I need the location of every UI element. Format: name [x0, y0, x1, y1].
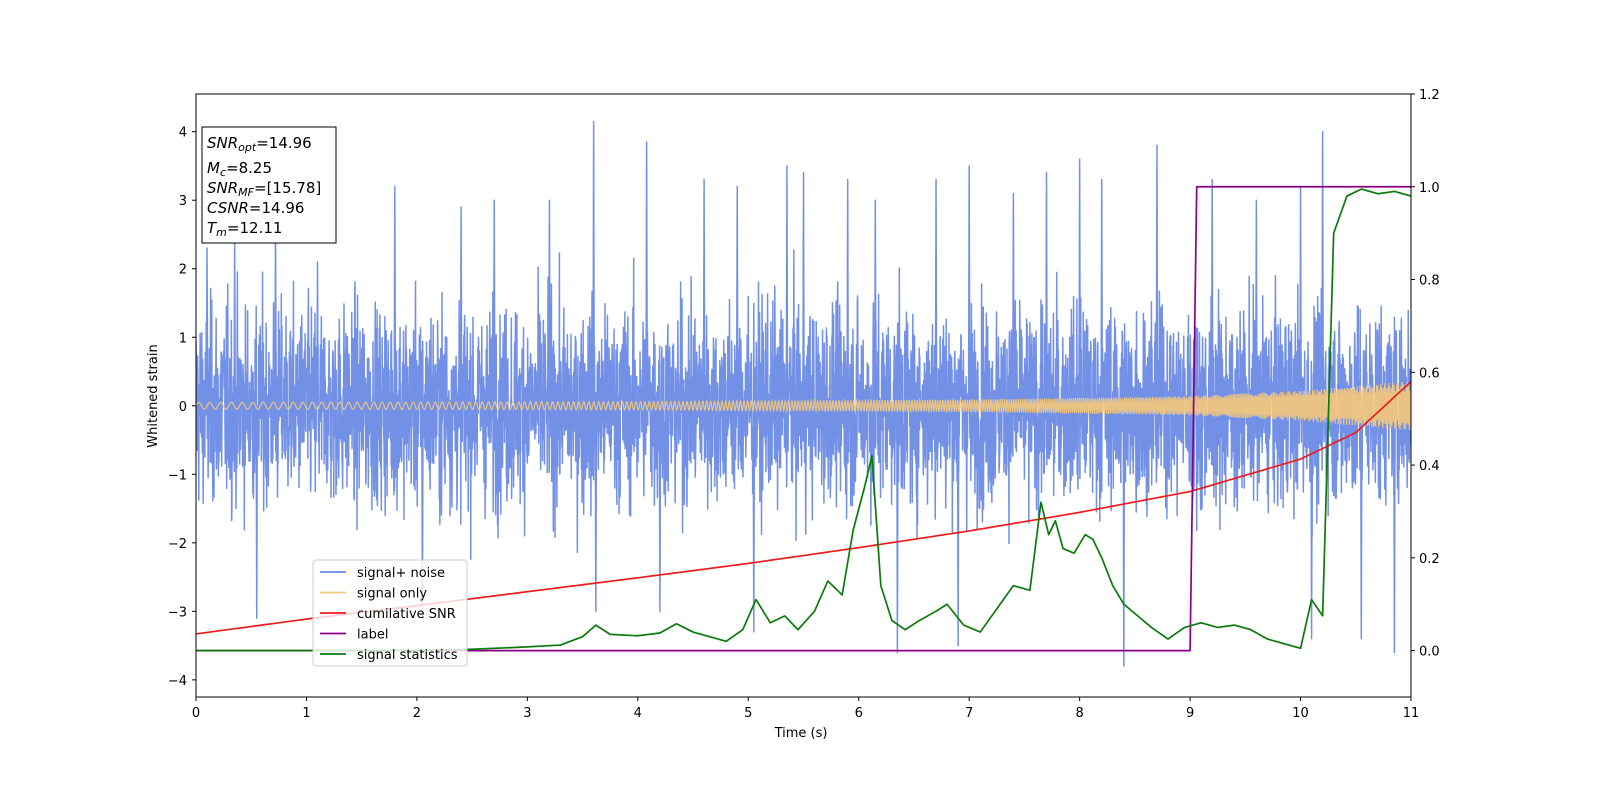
legend-label: signal+ noise: [357, 566, 445, 581]
x-axis-label: Time (s): [774, 726, 828, 741]
x-tick-label: 6: [855, 706, 863, 721]
y2-tick-label: 0.8: [1419, 274, 1440, 289]
legend-label: signal statistics: [357, 648, 458, 663]
info-snr-mf: SNRMF=[15.78]: [207, 179, 321, 199]
x-tick-label: 8: [1075, 706, 1083, 721]
legend: signal+ noise signal only cumilative SNR la…: [312, 559, 468, 667]
series-signal-only: [196, 381, 1411, 430]
legend-label: cumilative SNR: [357, 607, 456, 622]
info-box: SNRopt=14.96 Mc=8.25 SNRMF=[15.78] CSNR=…: [201, 126, 337, 244]
series-line-signal-statistics: [196, 188, 1411, 652]
info-csnr: CSNR=14.96: [207, 199, 304, 217]
x-tick-label: 7: [965, 706, 973, 721]
y-axis-ticks: −4 −3 −2 −1 0 1 2 3 4: [168, 126, 196, 689]
y-axis-label: Whitened strain: [146, 344, 161, 447]
x-tick-label: 1: [302, 706, 310, 721]
x-tick-label: 3: [523, 706, 531, 721]
info-box-frame: [201, 126, 337, 244]
y2-tick-label: 0.2: [1419, 552, 1440, 567]
axes-frame: [195, 93, 1412, 698]
y2-tick-label: 1.2: [1419, 88, 1440, 103]
y-tick-label: −4: [168, 674, 187, 689]
y2-tick-label: 1.0: [1419, 181, 1440, 196]
x-tick-label: 11: [1403, 706, 1420, 721]
y-tick-label: 4: [179, 126, 187, 141]
legend-frame: [312, 559, 468, 667]
y-tick-label: 1: [179, 331, 187, 346]
y2-axis-ticks: 0.0 0.2 0.4 0.6 0.8 1.0 1.2: [1411, 88, 1440, 660]
info-snr-opt: SNRopt=14.96: [207, 134, 312, 154]
y2-tick-label: 0.6: [1419, 366, 1440, 381]
legend-label: signal only: [357, 587, 427, 602]
x-tick-label: 10: [1292, 706, 1309, 721]
y2-tick-label: 0.4: [1419, 459, 1440, 474]
x-axis-ticks: 0 1 2 3 4 5 6 7 8 9 10 11: [192, 697, 1419, 721]
x-tick-label: 4: [634, 706, 642, 721]
y-tick-label: 2: [179, 263, 187, 278]
info-mc: Mc=8.25: [207, 159, 272, 179]
y-tick-label: 3: [179, 194, 187, 209]
x-tick-label: 5: [744, 706, 752, 721]
y-tick-label: −1: [168, 468, 187, 483]
series-line-signal-only: [196, 381, 1411, 430]
y-tick-label: 0: [179, 400, 187, 415]
x-tick-label: 2: [413, 706, 421, 721]
y-tick-label: −2: [168, 537, 187, 552]
plot-area: [196, 120, 1411, 667]
x-tick-label: 9: [1186, 706, 1194, 721]
info-tm: Tm=12.11: [207, 219, 282, 239]
y2-tick-label: 0.0: [1419, 645, 1440, 660]
y-tick-label: −3: [168, 605, 187, 620]
legend-label: label: [357, 628, 388, 643]
series-line-label: [196, 185, 1411, 652]
x-tick-label: 0: [192, 706, 200, 721]
